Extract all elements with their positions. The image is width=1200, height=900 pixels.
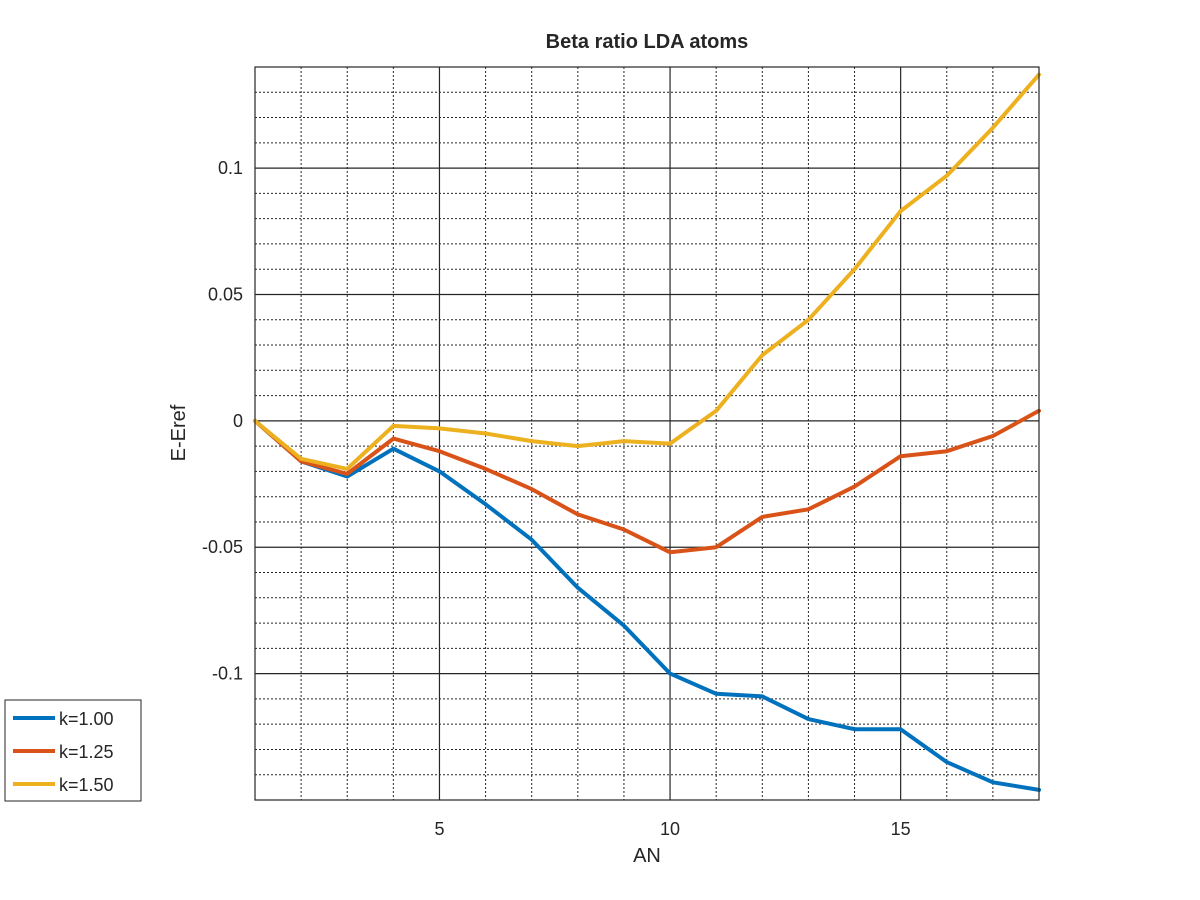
x-tick-label: 5 xyxy=(434,819,444,839)
series-line xyxy=(253,418,1041,792)
x-axis-label: AN xyxy=(633,845,661,867)
y-tick-label: 0 xyxy=(233,411,243,431)
series-lines xyxy=(253,72,1041,792)
plot-area-frame xyxy=(254,66,1040,801)
y-tick-label: 0.05 xyxy=(208,284,243,304)
y-axis-label: E-Eref xyxy=(168,404,190,461)
y-tick-label: 0.1 xyxy=(218,158,243,178)
legend: k=1.00 k=1.25 k=1.50 xyxy=(4,699,142,802)
series-line xyxy=(253,72,1041,471)
grid xyxy=(254,66,1040,800)
y-tick-label: -0.05 xyxy=(202,537,243,557)
y-tick-label: -0.1 xyxy=(212,664,243,684)
series-line xyxy=(253,408,1041,555)
legend-label: k=1.50 xyxy=(59,775,114,795)
legend-label: k=1.25 xyxy=(59,742,114,762)
x-tick-label: 15 xyxy=(891,819,911,839)
tick-labels: 5 10 15 -0.1 -0.05 0 0.05 0.1 xyxy=(202,158,911,839)
legend-label: k=1.00 xyxy=(59,709,114,729)
chart-title: Beta ratio LDA atoms xyxy=(546,31,749,53)
x-tick-label: 10 xyxy=(660,819,680,839)
